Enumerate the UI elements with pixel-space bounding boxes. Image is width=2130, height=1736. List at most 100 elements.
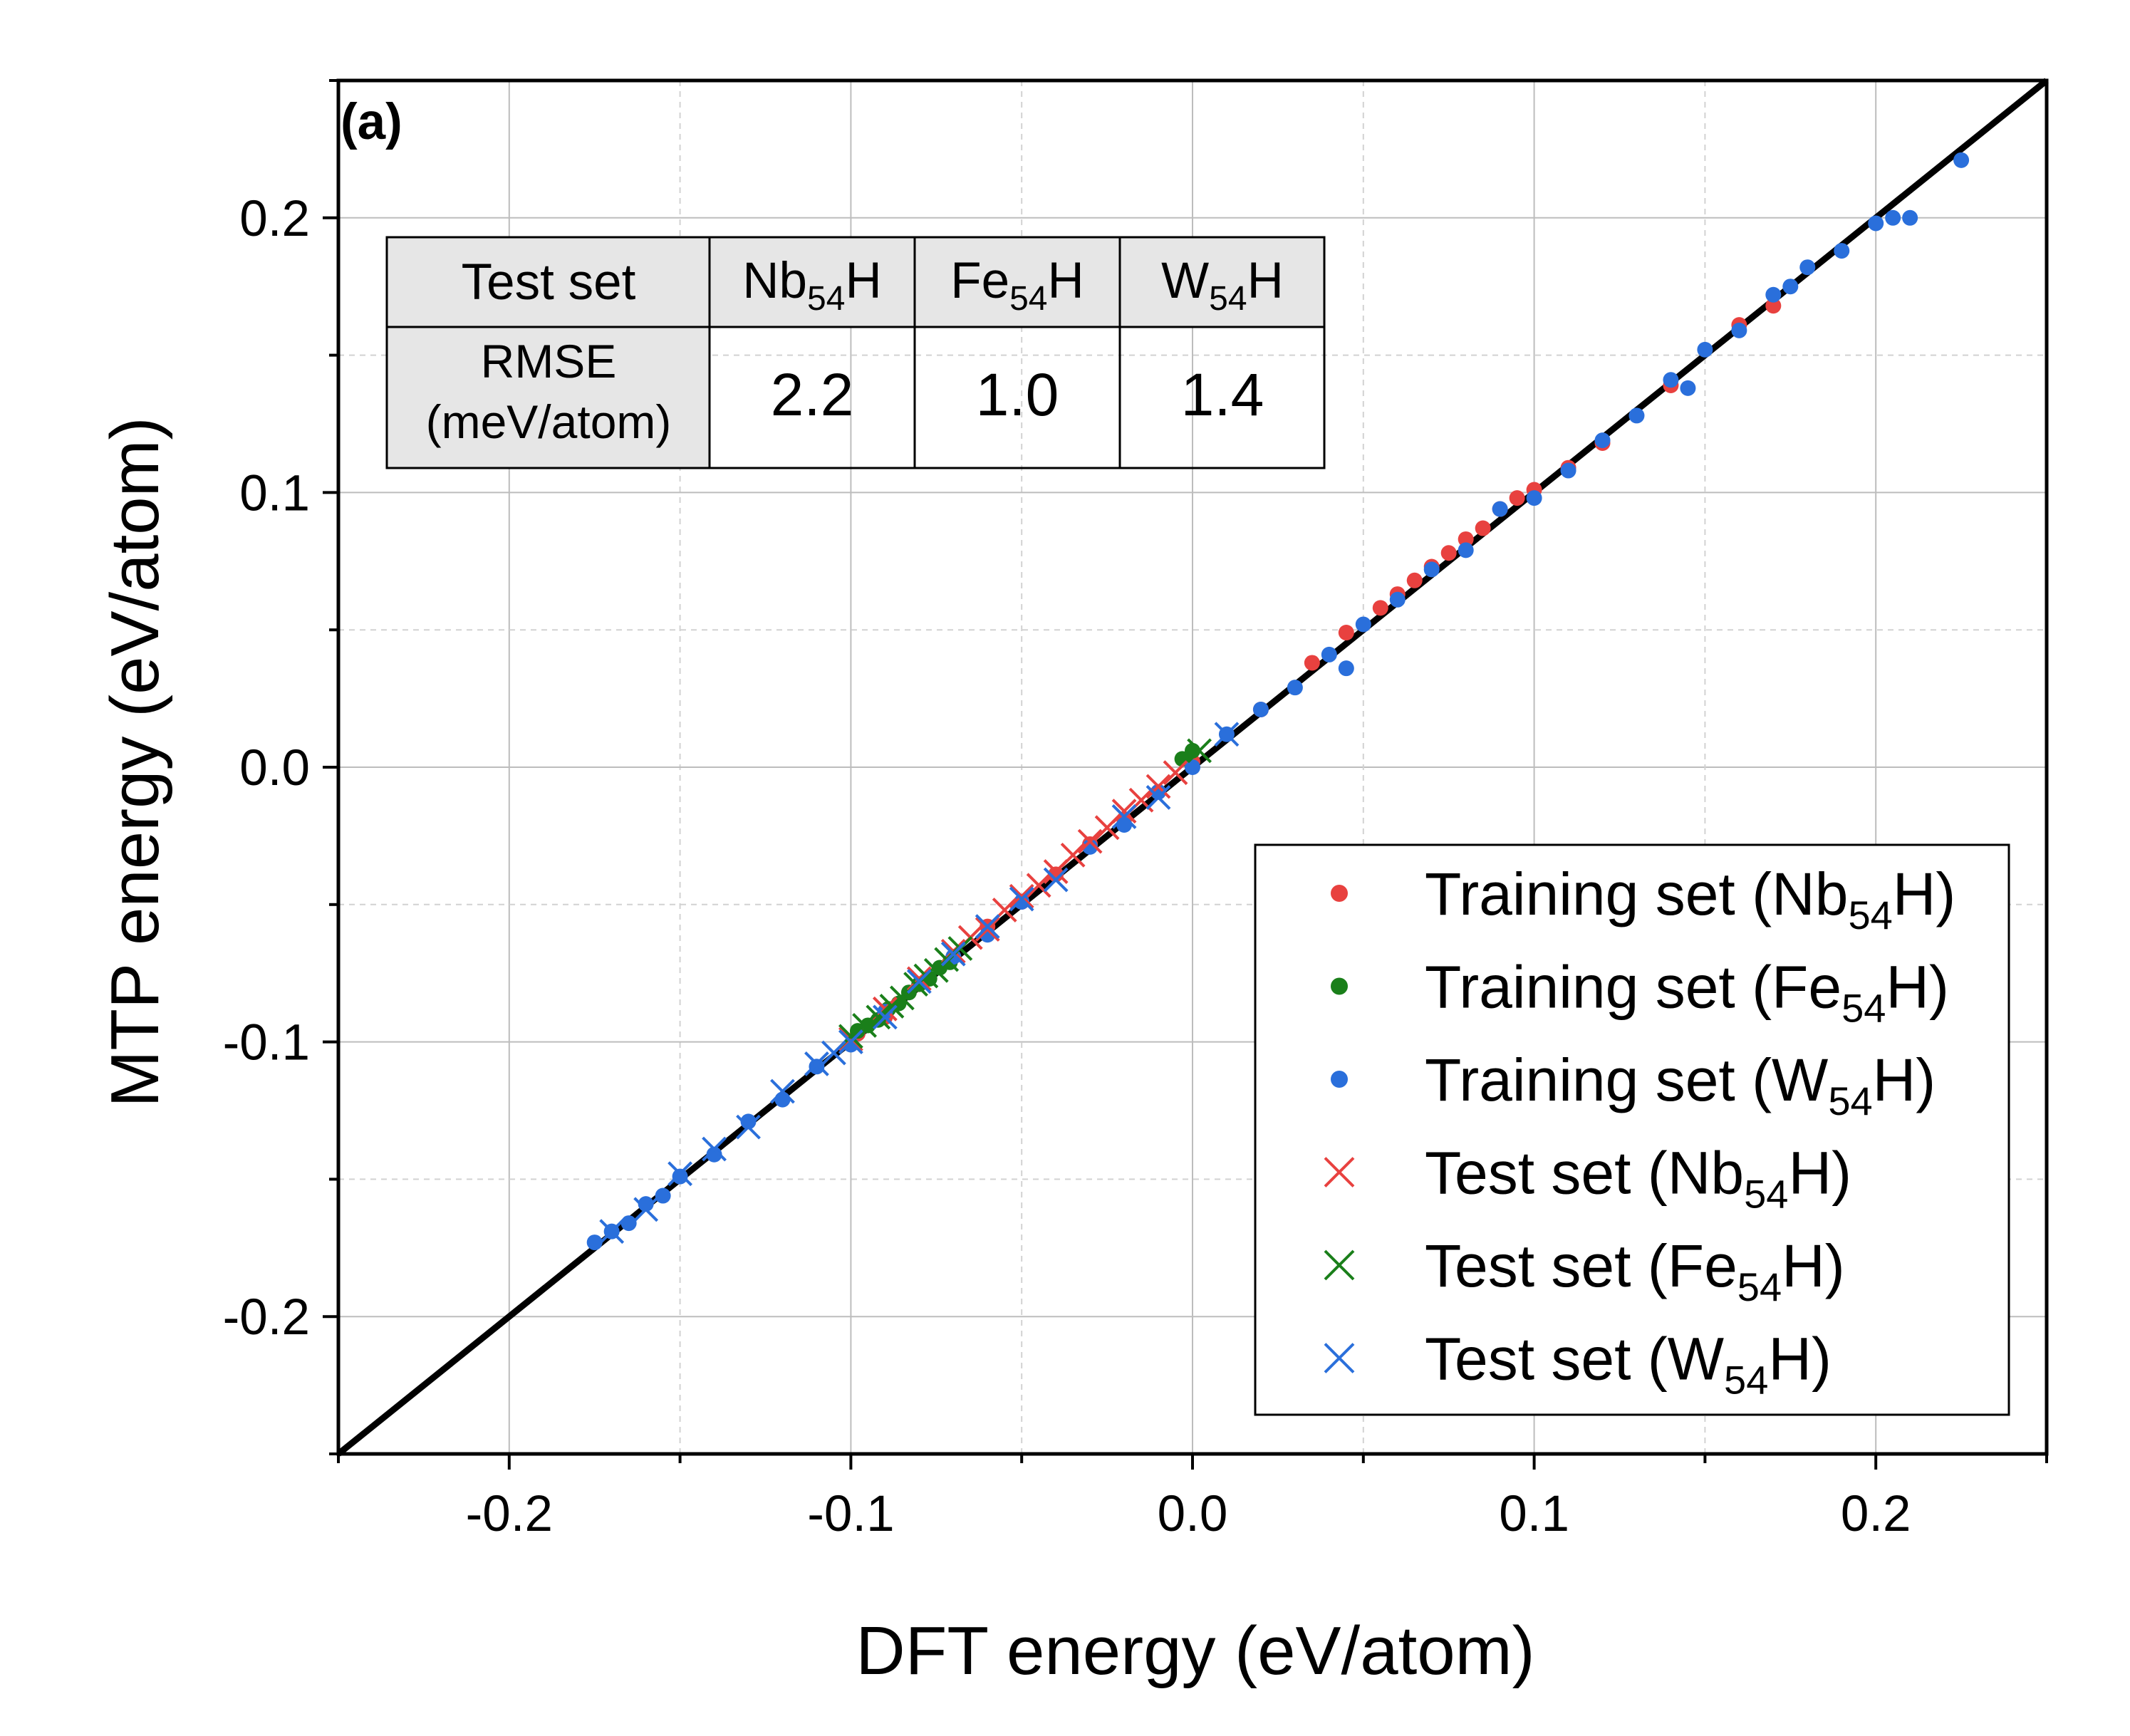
data-point bbox=[975, 914, 1000, 940]
data-point bbox=[1697, 341, 1713, 358]
data-point bbox=[1731, 322, 1747, 338]
data-point bbox=[1458, 531, 1474, 547]
y-tick-label: 0.0 bbox=[239, 740, 310, 796]
data-point bbox=[975, 917, 1000, 942]
legend-marker bbox=[1331, 1071, 1348, 1088]
x-tick-label: 0.0 bbox=[1158, 1486, 1228, 1542]
legend-marker bbox=[1324, 1157, 1355, 1187]
data-point bbox=[1185, 759, 1200, 775]
data-point bbox=[1163, 760, 1188, 786]
data-point bbox=[1372, 600, 1388, 616]
data-point bbox=[906, 966, 932, 992]
data-point bbox=[1355, 616, 1371, 633]
data-point bbox=[638, 1196, 654, 1212]
data-point bbox=[1082, 838, 1098, 855]
y-tick-label: 0.1 bbox=[239, 465, 310, 521]
data-point bbox=[1440, 545, 1457, 561]
data-point bbox=[1834, 243, 1850, 259]
y-tick-label: -0.2 bbox=[223, 1289, 310, 1346]
data-point bbox=[1628, 407, 1645, 424]
table-col-w: W54H bbox=[1161, 253, 1284, 318]
data-point bbox=[1475, 520, 1491, 536]
data-point bbox=[1187, 738, 1212, 764]
data-point bbox=[1145, 774, 1171, 799]
data-point bbox=[1077, 828, 1103, 854]
series-group bbox=[599, 722, 1240, 1244]
table-row-label-line1: RMSE bbox=[481, 335, 617, 388]
data-point bbox=[1782, 279, 1799, 295]
table-value-fe: 1.0 bbox=[976, 361, 1059, 428]
y-axis-title: MTP energy (eV/atom) bbox=[97, 417, 173, 1107]
data-point bbox=[838, 1029, 863, 1055]
data-point bbox=[1458, 542, 1474, 558]
data-point bbox=[1799, 259, 1816, 276]
data-point bbox=[736, 1114, 761, 1140]
data-point bbox=[1043, 867, 1069, 893]
legend-label: Training set (Nb54H) bbox=[1425, 861, 1955, 937]
data-point bbox=[599, 1219, 625, 1244]
data-point bbox=[1111, 799, 1137, 824]
data-point bbox=[1150, 784, 1167, 800]
data-point bbox=[667, 1161, 693, 1187]
data-point bbox=[872, 1004, 898, 1030]
data-point bbox=[1389, 591, 1406, 608]
legend-marker bbox=[1324, 1249, 1355, 1281]
legend-label: Test set (W54H) bbox=[1425, 1326, 1832, 1403]
data-point bbox=[1252, 702, 1269, 718]
data-point bbox=[1526, 490, 1542, 506]
data-point bbox=[774, 1091, 791, 1108]
legend-marker bbox=[1331, 977, 1348, 995]
table-col-nb: Nb54H bbox=[742, 253, 881, 318]
data-point bbox=[1338, 660, 1354, 677]
data-point bbox=[620, 1215, 637, 1232]
data-point bbox=[1287, 680, 1303, 696]
data-point bbox=[866, 1004, 891, 1030]
data-point bbox=[809, 1059, 825, 1075]
data-point bbox=[1885, 209, 1901, 226]
table-header-label: Test set bbox=[462, 254, 636, 311]
data-point bbox=[1111, 804, 1137, 829]
data-point bbox=[633, 1197, 659, 1222]
data-point bbox=[706, 1146, 722, 1163]
data-point bbox=[1338, 625, 1354, 641]
data-point bbox=[586, 1235, 603, 1251]
data-point bbox=[1009, 883, 1034, 909]
legend: Training set (Nb54H) Training set (Fe54H)… bbox=[1254, 843, 2010, 1416]
y-tick-label: 0.2 bbox=[239, 191, 310, 247]
data-point bbox=[1509, 490, 1525, 506]
data-point bbox=[740, 1113, 757, 1130]
data-point bbox=[1953, 152, 1970, 168]
data-point bbox=[1423, 561, 1440, 578]
data-point bbox=[1406, 572, 1423, 588]
legend-label: Test set (Fe54H) bbox=[1425, 1232, 1845, 1309]
data-point bbox=[821, 1040, 846, 1066]
data-point bbox=[1594, 432, 1611, 449]
data-point bbox=[906, 969, 932, 994]
data-points bbox=[586, 152, 1970, 1251]
data-point bbox=[1680, 380, 1696, 396]
data-point bbox=[702, 1136, 727, 1162]
x-tick-label: 0.1 bbox=[1499, 1486, 1569, 1542]
legend-marker bbox=[1331, 885, 1348, 902]
data-point bbox=[804, 1051, 829, 1076]
data-point bbox=[1560, 462, 1576, 479]
data-point bbox=[655, 1187, 671, 1204]
data-point bbox=[1214, 722, 1240, 747]
rmse-table: Test set Nb54H Fe54H W54H RMSE (meV/atom… bbox=[385, 236, 1326, 469]
table-value-w: 1.4 bbox=[1181, 361, 1264, 428]
data-point bbox=[940, 941, 966, 967]
panel-label: (a) bbox=[341, 94, 402, 150]
legend-marker bbox=[1324, 1343, 1355, 1373]
data-point bbox=[1868, 215, 1884, 232]
table-value-nb: 2.2 bbox=[771, 361, 854, 428]
data-point bbox=[1014, 893, 1030, 910]
data-point bbox=[1765, 298, 1782, 314]
data-point bbox=[1765, 286, 1782, 303]
table-row-label-line2: (meV/atom) bbox=[426, 395, 672, 448]
data-point bbox=[852, 1013, 877, 1038]
data-point bbox=[1060, 842, 1086, 868]
data-point bbox=[770, 1078, 795, 1104]
data-point bbox=[1492, 501, 1508, 517]
data-point bbox=[1663, 372, 1679, 388]
